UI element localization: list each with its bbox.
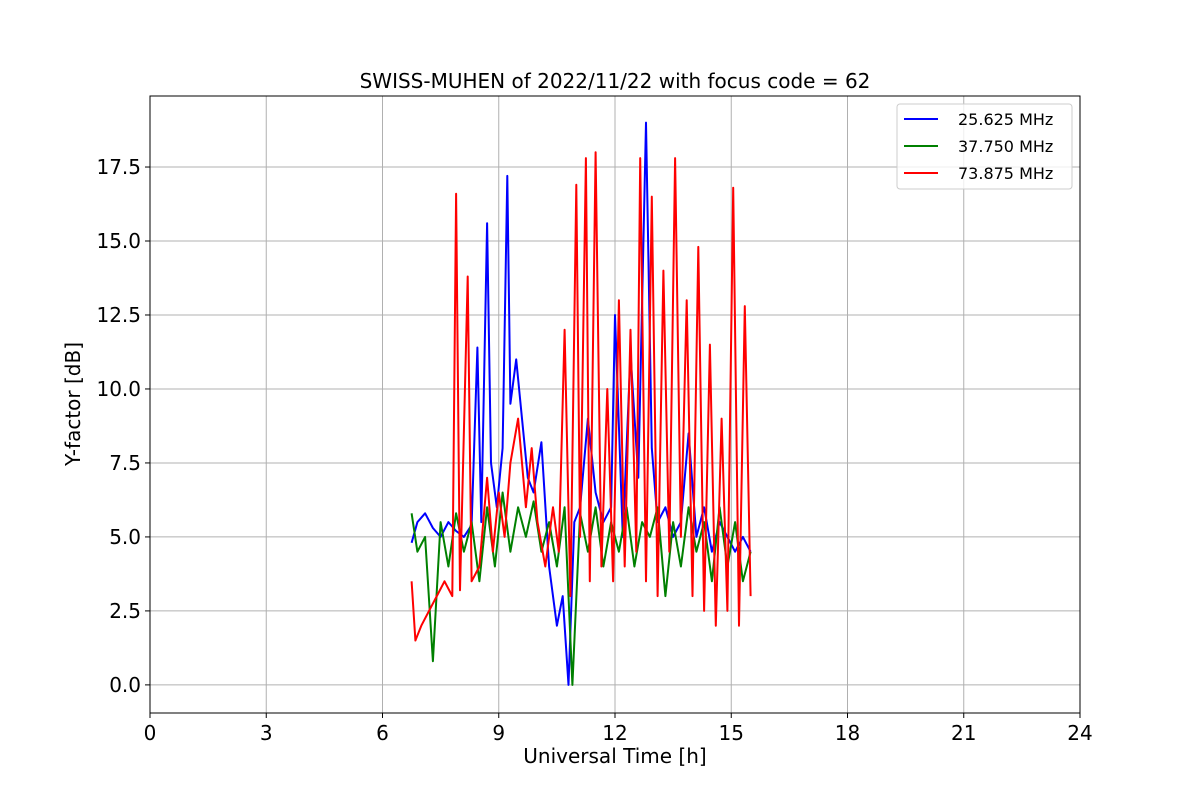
y-tick-label: 0.0 (109, 673, 141, 697)
x-tick-label: 15 (719, 721, 744, 745)
y-tick-label: 15.0 (96, 229, 141, 253)
x-tick-label: 6 (376, 721, 389, 745)
x-ticks: 0 3 6 9 12 15 18 21 24 (144, 713, 1093, 745)
legend-entry: 37.750 MHz (958, 137, 1053, 156)
series-line-1 (410, 121, 752, 686)
legend-entry: 73.875 MHz (958, 164, 1053, 183)
y-tick-label: 10.0 (96, 377, 141, 401)
legend-box (896, 103, 1073, 190)
x-axis-label: Universal Time [h] (523, 744, 706, 768)
y-tick-label: 7.5 (109, 451, 141, 475)
y-ticks: 0.0 2.5 5.0 7.5 10.0 12.5 15.0 17.5 (96, 155, 150, 697)
x-tick-label: 3 (260, 721, 273, 745)
series-group (410, 121, 752, 686)
x-tick-label: 9 (492, 721, 505, 745)
chart-title: SWISS-MUHEN of 2022/11/22 with focus cod… (360, 69, 871, 93)
y-tick-label: 12.5 (96, 303, 141, 327)
x-tick-label: 12 (602, 721, 627, 745)
x-tick-label: 0 (144, 721, 157, 745)
y-axis-label: Y-factor [dB] (61, 342, 85, 467)
x-tick-label: 24 (1067, 721, 1092, 745)
x-tick-label: 18 (835, 721, 860, 745)
y-tick-label: 2.5 (109, 599, 141, 623)
y-tick-label: 5.0 (109, 525, 141, 549)
x-tick-label: 21 (951, 721, 976, 745)
legend: 25.625 MHz 37.750 MHz 73.875 MHz (896, 103, 1073, 190)
series-line-3 (410, 151, 752, 642)
legend-entry: 25.625 MHz (958, 110, 1053, 129)
y-tick-label: 17.5 (96, 155, 141, 179)
